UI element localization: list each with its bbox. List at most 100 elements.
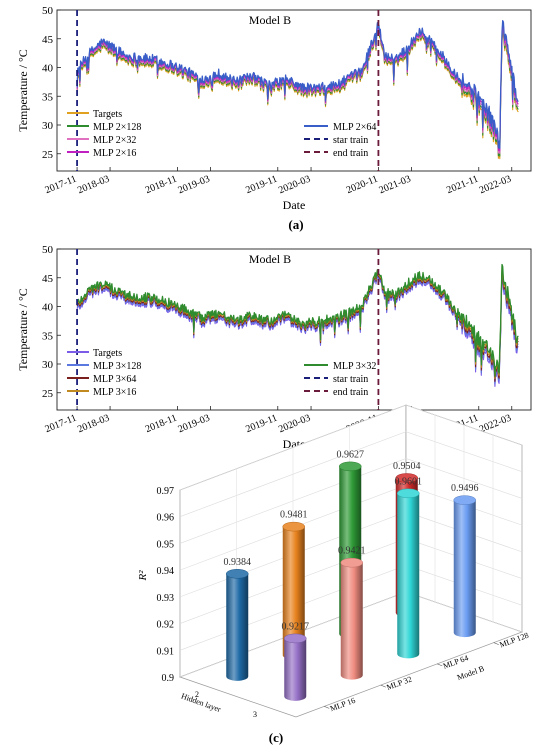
y-tick-label: 45 — [42, 273, 54, 285]
y-tick-label: 25 — [42, 149, 54, 161]
bar-3-mlp-16: 0.9217 — [282, 621, 310, 701]
x-tick-label: 2018-03 — [76, 174, 111, 197]
legend-label: MLP 3×32 — [333, 361, 376, 372]
hidden-layer-axis-label: Hidden layer — [180, 691, 222, 714]
cylinder-top — [453, 495, 476, 505]
legend-label: MLP 3×64 — [93, 374, 136, 385]
z-tick-label: 0.97 — [157, 486, 175, 497]
y-tick-label: 25 — [42, 388, 54, 400]
model-tick — [493, 642, 499, 645]
series-group — [76, 263, 519, 387]
legend-label: star train — [333, 374, 368, 385]
model-tick — [437, 663, 443, 667]
cylinder-top — [284, 633, 307, 644]
x-tick-label: 2020-03 — [277, 174, 312, 197]
legend: Targets MLP 3×128 MLP 3×64 MLP 3×16 MLP 3×32… — [67, 348, 376, 398]
cylinder-body — [397, 493, 420, 659]
cylinder-top — [339, 461, 362, 472]
model-tick — [380, 684, 386, 688]
y-tick-label: 50 — [42, 5, 54, 17]
legend-label: MLP 2×16 — [93, 148, 136, 159]
y-tick-label: 30 — [42, 120, 54, 132]
series-group — [76, 20, 519, 160]
y-tick-label: 35 — [42, 91, 54, 103]
z-tick-label: 0.96 — [157, 513, 175, 524]
bar-value-label: 0.9627 — [337, 449, 365, 460]
bar-value-label: 0.9496 — [451, 483, 479, 494]
model-tick — [324, 706, 330, 709]
cylinder-top — [226, 569, 249, 579]
bar-value-label: 0.9421 — [338, 546, 366, 557]
panel-label: (c) — [269, 730, 283, 745]
z-tick-label: 0.9 — [162, 673, 175, 684]
x-tick-label: 2019-11 — [244, 174, 279, 197]
cylinder-top — [282, 521, 305, 532]
cylinder-body — [340, 562, 363, 680]
x-tick-label: 2018-11 — [144, 413, 179, 436]
legend: Targets MLP 2×128 MLP 2×32 MLP 2×16 MLP 2×64… — [67, 109, 376, 159]
y-tick-label: 35 — [42, 330, 54, 342]
hidden-layer-tick-label: 3 — [253, 710, 257, 719]
bar-value-label: 0.9504 — [393, 461, 421, 472]
cylinder-top — [395, 473, 418, 483]
x-tick-label: 2020-11 — [345, 174, 380, 197]
panel-label: (a) — [288, 217, 303, 232]
bar-value-label: 0.9384 — [224, 557, 252, 568]
z-tick-label: 0.92 — [157, 620, 175, 631]
cylinder-top — [397, 488, 420, 499]
hidden-layer-tick-label: 2 — [195, 690, 199, 699]
y-tick-label: 45 — [42, 34, 54, 46]
bar-3-mlp-128: 0.9496 — [451, 483, 479, 638]
z-tick-label: 0.91 — [157, 646, 175, 657]
y-axis-label: Temperature / °C — [16, 49, 30, 132]
z-grid-line — [179, 458, 523, 544]
bar-3-mlp-64: 0.9601 — [395, 476, 423, 659]
y-tick-label: 40 — [42, 302, 54, 314]
bar-value-label: 0.9481 — [280, 510, 308, 521]
model-axis-label: Model B — [456, 664, 486, 682]
bar-2-mlp-16: 0.9384 — [224, 557, 252, 681]
bar-value-label: 0.9601 — [395, 476, 423, 487]
z-tick-label: 0.95 — [157, 539, 175, 550]
legend-label: MLP 2×128 — [93, 122, 141, 133]
bar-value-label: 0.9217 — [282, 621, 310, 632]
legend-label: MLP 3×128 — [93, 361, 141, 372]
cylinder-body — [282, 526, 305, 660]
x-tick-label: 2019-03 — [177, 174, 212, 197]
x-tick-label: 2017-11 — [44, 413, 79, 436]
bar-3-mlp-32: 0.9421 — [338, 546, 366, 680]
cylinder-body — [226, 573, 249, 681]
y-tick-label: 30 — [42, 359, 54, 371]
chart-title: Model B — [249, 13, 291, 27]
panel-c: 0.9 0.91 0.92 0.93 0.94 0.95 0.96 0.97 R² 2 3 Hidde… — [137, 404, 530, 745]
legend-label: MLP 2×32 — [93, 135, 136, 146]
x-tick-label: 2021-11 — [445, 174, 480, 197]
legend-label: MLP 3×16 — [93, 387, 136, 398]
x-tick-label: 2019-11 — [244, 413, 279, 436]
legend-label: Targets — [93, 109, 122, 120]
x-tick-label: 2022-03 — [478, 174, 513, 197]
z-grid-line — [179, 404, 523, 491]
legend-label: star train — [333, 135, 368, 146]
plot-frame — [56, 248, 532, 411]
y-tick-label: 50 — [42, 244, 54, 256]
z-tick-label: 0.94 — [157, 566, 175, 577]
x-tick-label: 2020-03 — [277, 413, 312, 436]
y-tick-label: 40 — [42, 63, 54, 75]
bar-2-mlp-32: 0.9481 — [280, 510, 308, 660]
x-tick-label: 2021-03 — [377, 174, 412, 197]
cylinder-top — [340, 557, 363, 568]
legend-label: end train — [333, 387, 368, 398]
x-tick-label: 2018-11 — [144, 174, 179, 197]
legend-label: end train — [333, 148, 368, 159]
cylinder-body — [284, 638, 307, 701]
cylinder-body — [453, 500, 476, 638]
legend-label: MLP 2×64 — [333, 122, 376, 133]
z-axis-label: R² — [137, 570, 149, 582]
y-axis-label: Temperature / °C — [16, 288, 30, 371]
x-tick-label: 2017-11 — [44, 174, 79, 197]
